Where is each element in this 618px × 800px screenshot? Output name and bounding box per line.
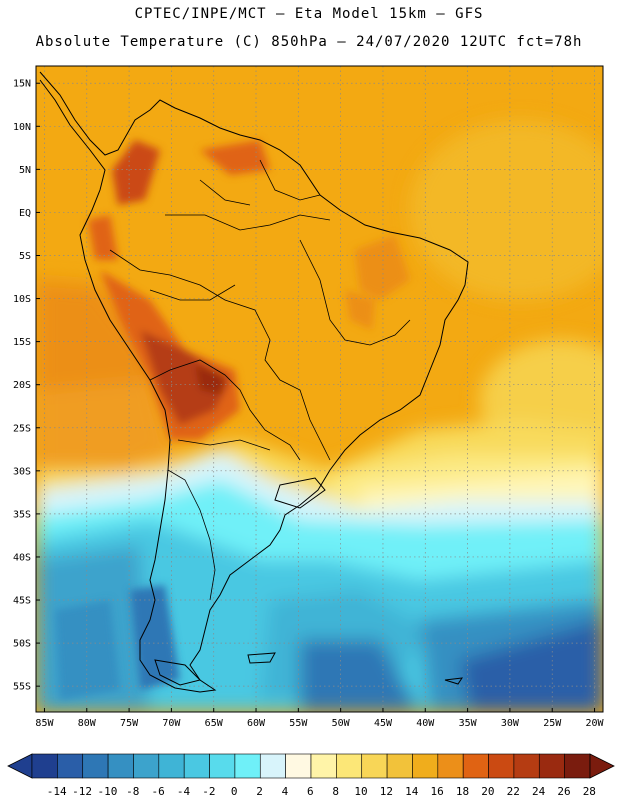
colorbar-swatch	[386, 753, 413, 779]
colorbar-swatch	[82, 753, 109, 779]
colorbar-swatch	[513, 753, 540, 779]
lat-tick-label: 10N	[13, 122, 31, 133]
colorbar-label: -10	[97, 785, 117, 798]
graticule	[36, 66, 603, 712]
colorbar-label: 8	[332, 785, 339, 798]
temperature-field	[36, 66, 603, 712]
lon-tick-label: 70W	[162, 718, 181, 729]
lon-tick-label: 45W	[374, 718, 393, 729]
colorbar-swatch	[361, 753, 388, 779]
lat-tick-label: 15S	[13, 337, 31, 348]
lon-tick-label: 85W	[35, 718, 54, 729]
colorbar-swatch	[310, 753, 337, 779]
lon-tick-label: 80W	[78, 718, 97, 729]
lat-tick-label: 20S	[13, 380, 31, 391]
colorbar-label: 16	[431, 785, 444, 798]
colorbar-swatch	[158, 753, 185, 779]
colorbar-swatch	[462, 753, 489, 779]
lat-tick-label: 50S	[13, 639, 31, 650]
colorbar-swatch	[183, 753, 210, 779]
lat-tick-label: 5N	[19, 165, 31, 176]
colorbar-label: 0	[231, 785, 238, 798]
lon-tick-label: 55W	[289, 718, 308, 729]
longitude-labels: 85W 80W 75W 70W 65W 60W 55W 50W 45W 40W 35W 30W 25W 2…	[35, 708, 605, 729]
colorbar-label: -6	[152, 785, 165, 798]
colorbar-label: -12	[72, 785, 92, 798]
country-borders	[109, 159, 411, 601]
colorbar-label: 10	[354, 785, 367, 798]
colorbar-label: 14	[405, 785, 419, 798]
lat-tick-label: 45S	[13, 596, 31, 607]
lat-tick-label: 30S	[13, 466, 31, 477]
colorbar-label: 26	[557, 785, 570, 798]
colorbar-swatch	[31, 753, 58, 779]
colorbar-swatch	[488, 753, 515, 779]
colorbar-label: 24	[532, 785, 546, 798]
lon-tick-label: 60W	[247, 718, 266, 729]
colorbar-swatch	[538, 753, 565, 779]
latitude-labels: 15N 10N 5N EQ 5S 10S 15S 20S 25S 30S 35S 40S 45S 50S 5…	[13, 79, 40, 693]
colorbar-low-arrow	[7, 753, 33, 779]
colorbar-label: 4	[282, 785, 289, 798]
lon-tick-label: 35W	[459, 718, 478, 729]
colorbar-swatch	[107, 753, 134, 779]
lat-tick-label: EQ	[19, 208, 31, 219]
lon-tick-label: 30W	[501, 718, 520, 729]
lon-tick-label: 65W	[205, 718, 224, 729]
lon-tick-label: 50W	[332, 718, 351, 729]
lon-tick-label: 40W	[416, 718, 435, 729]
colorbar-label: 22	[507, 785, 520, 798]
lon-tick-label: 75W	[120, 718, 139, 729]
lon-tick-label: 25W	[543, 718, 562, 729]
colorbar-swatch	[57, 753, 84, 779]
coastline	[39, 71, 469, 693]
colorbar-swatch	[412, 753, 439, 779]
colorbar-label: 28	[583, 785, 596, 798]
colorbar-label: -2	[202, 785, 215, 798]
colorbar-swatch	[285, 753, 312, 779]
colorbar-swatch	[234, 753, 261, 779]
colorbar-labels: -14 -12 -10 -8 -6 -4 -2 0 2 4 6 8 10 12 14 16 18 20 22 24 26…	[47, 785, 596, 798]
lat-tick-label: 35S	[13, 509, 31, 520]
lat-tick-label: 15N	[13, 79, 31, 90]
colorbar-label: 2	[256, 785, 263, 798]
lat-tick-label: 5S	[19, 251, 31, 262]
colorbar-swatch	[437, 753, 464, 779]
lat-tick-label: 40S	[13, 552, 31, 563]
colorbar-label: 12	[380, 785, 393, 798]
colorbar-label: 20	[481, 785, 494, 798]
colorbar-label: -14	[47, 785, 67, 798]
colorbar-swatch	[336, 753, 363, 779]
lon-tick-label: 20W	[586, 718, 605, 729]
colorbar-swatch	[564, 753, 591, 779]
lat-tick-label: 55S	[13, 682, 31, 693]
colorbar-swatch	[209, 753, 236, 779]
chart-subtitle: Absolute Temperature (C) 850hPa – 24/07/…	[35, 34, 583, 50]
colorbar-label: -4	[177, 785, 191, 798]
colorbar-label: 6	[307, 785, 314, 798]
colorbar-swatch	[259, 753, 286, 779]
lat-tick-label: 10S	[13, 294, 31, 305]
colorbar-label: 18	[456, 785, 469, 798]
chart-title: CPTEC/INPE/MCT – Eta Model 15km – GFS	[134, 6, 484, 22]
colorbar	[7, 753, 615, 779]
lat-tick-label: 25S	[13, 423, 31, 434]
colorbar-label: -8	[126, 785, 139, 798]
colorbar-high-arrow	[589, 753, 615, 779]
map-frame	[35, 65, 604, 713]
colorbar-swatch	[133, 753, 160, 779]
